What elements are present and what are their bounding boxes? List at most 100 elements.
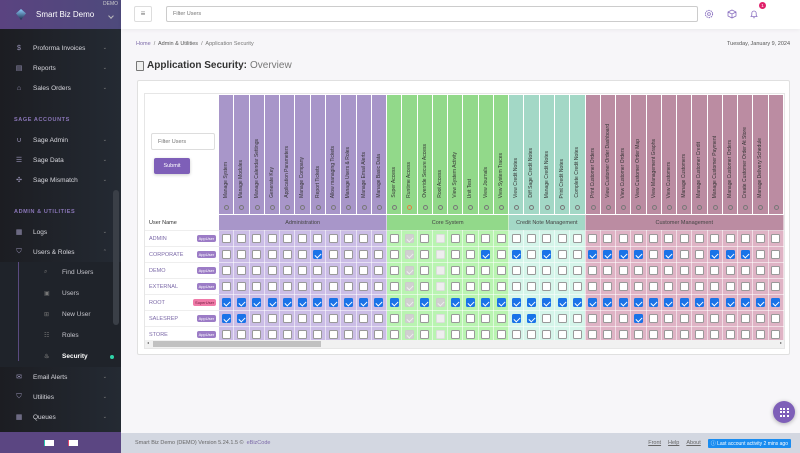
flag-icon[interactable] (67, 439, 78, 446)
permission-checkbox[interactable] (420, 234, 430, 243)
permission-checkbox[interactable] (664, 298, 674, 307)
user-name-cell[interactable]: ADMIN AppUser (145, 230, 220, 247)
info-icon[interactable] (239, 205, 245, 210)
info-icon[interactable] (315, 205, 321, 210)
submit-button[interactable]: Submit (154, 158, 190, 174)
permission-checkbox[interactable] (481, 282, 491, 291)
permission-checkbox[interactable] (511, 314, 521, 323)
permission-checkbox[interactable] (359, 314, 369, 323)
info-icon[interactable] (422, 205, 428, 210)
permission-checkbox[interactable] (664, 250, 674, 259)
permission-checkbox[interactable] (603, 282, 613, 291)
user-name[interactable]: DEMO (149, 267, 166, 274)
permission-checkbox[interactable] (282, 266, 292, 275)
permission-checkbox[interactable] (389, 314, 399, 323)
sidebar-item-logs[interactable]: ▦ Logs ⌄ (0, 222, 121, 242)
permission-checkbox[interactable] (298, 234, 308, 243)
permission-checkbox[interactable] (649, 250, 659, 259)
permission-checkbox[interactable] (572, 250, 582, 259)
permission-checkbox[interactable] (221, 298, 231, 307)
sidebar-item-queues[interactable]: ▦ Queues ⌄ (0, 407, 121, 427)
permission-checkbox[interactable] (695, 298, 705, 307)
permission-checkbox[interactable] (298, 314, 308, 323)
permission-checkbox[interactable] (328, 266, 338, 275)
permission-checkbox[interactable] (618, 250, 628, 259)
permission-checkbox[interactable] (343, 266, 353, 275)
permission-checkbox[interactable] (664, 234, 674, 243)
info-icon[interactable] (697, 205, 703, 210)
sidebar-item-roles[interactable]: ☷ Roles (0, 325, 121, 346)
permission-checkbox[interactable] (725, 234, 735, 243)
permission-checkbox[interactable] (343, 282, 353, 291)
permission-checkbox[interactable] (618, 298, 628, 307)
permission-checkbox[interactable] (420, 266, 430, 275)
permission-checkbox[interactable] (282, 330, 292, 339)
breadcrumb-section[interactable]: Admin & Utilities (158, 41, 199, 47)
user-name-cell[interactable]: CORPORATE AppUser (145, 246, 220, 263)
permission-checkbox[interactable] (359, 298, 369, 307)
permission-checkbox[interactable] (252, 330, 262, 339)
permission-checkbox[interactable] (557, 282, 567, 291)
permission-checkbox[interactable] (649, 282, 659, 291)
permission-checkbox[interactable] (359, 266, 369, 275)
permission-checkbox[interactable] (603, 330, 613, 339)
permission-checkbox[interactable] (267, 314, 277, 323)
info-icon[interactable] (300, 205, 306, 210)
cube-icon[interactable] (727, 9, 737, 19)
permission-checkbox[interactable] (328, 330, 338, 339)
permission-checkbox[interactable] (496, 282, 506, 291)
permission-checkbox[interactable] (267, 234, 277, 243)
permission-checkbox[interactable] (389, 298, 399, 307)
permission-checkbox[interactable] (237, 314, 247, 323)
permission-checkbox[interactable] (252, 250, 262, 259)
brand-link[interactable]: eBizCode (246, 440, 271, 446)
permission-checkbox[interactable] (343, 250, 353, 259)
permission-checkbox[interactable] (359, 282, 369, 291)
permission-checkbox[interactable] (389, 282, 399, 291)
info-icon[interactable] (590, 205, 596, 210)
permission-checkbox[interactable] (588, 282, 598, 291)
permission-checkbox[interactable] (374, 234, 384, 243)
permission-checkbox[interactable] (618, 314, 628, 323)
permission-checkbox[interactable] (572, 234, 582, 243)
sidebar-item-sage-admin[interactable]: ∪ Sage Admin ⌄ (0, 130, 121, 150)
permission-checkbox[interactable] (649, 330, 659, 339)
permission-checkbox[interactable] (756, 330, 766, 339)
permission-checkbox[interactable] (359, 250, 369, 259)
permission-checkbox[interactable] (313, 282, 323, 291)
permission-checkbox[interactable] (328, 282, 338, 291)
permission-checkbox[interactable] (695, 234, 705, 243)
permission-checkbox[interactable] (710, 298, 720, 307)
permission-checkbox[interactable] (618, 330, 628, 339)
info-icon[interactable] (636, 205, 642, 210)
sidebar-item-sage-mismatch[interactable]: ✣ Sage Mismatch ⌄ (0, 170, 121, 190)
permission-checkbox[interactable] (725, 314, 735, 323)
permission-checkbox[interactable] (313, 298, 323, 307)
permission-checkbox[interactable] (603, 250, 613, 259)
permission-checkbox[interactable] (756, 282, 766, 291)
permission-checkbox[interactable] (710, 314, 720, 323)
info-icon[interactable] (773, 205, 779, 210)
permission-checkbox[interactable] (771, 314, 781, 323)
permission-checkbox[interactable] (588, 250, 598, 259)
permission-checkbox[interactable] (710, 266, 720, 275)
permission-checkbox[interactable] (481, 330, 491, 339)
permission-checkbox[interactable] (450, 298, 460, 307)
permission-checkbox[interactable] (740, 250, 750, 259)
user-name[interactable]: SALESREP (149, 315, 179, 322)
permission-checkbox[interactable] (267, 250, 277, 259)
permission-checkbox[interactable] (633, 282, 643, 291)
permission-checkbox[interactable] (221, 314, 231, 323)
permission-checkbox[interactable] (374, 330, 384, 339)
scroll-thumb[interactable] (153, 341, 321, 347)
permission-checkbox[interactable] (374, 314, 384, 323)
permission-checkbox[interactable] (710, 282, 720, 291)
permission-checkbox[interactable] (450, 330, 460, 339)
permission-checkbox[interactable] (588, 330, 598, 339)
permission-checkbox[interactable] (588, 266, 598, 275)
permission-checkbox[interactable] (496, 250, 506, 259)
permission-checkbox[interactable] (237, 234, 247, 243)
permission-checkbox[interactable] (389, 330, 399, 339)
sidebar-item-users-roles[interactable]: ⛉ Users & Roles ⌃ (0, 242, 121, 262)
permission-checkbox[interactable] (252, 314, 262, 323)
